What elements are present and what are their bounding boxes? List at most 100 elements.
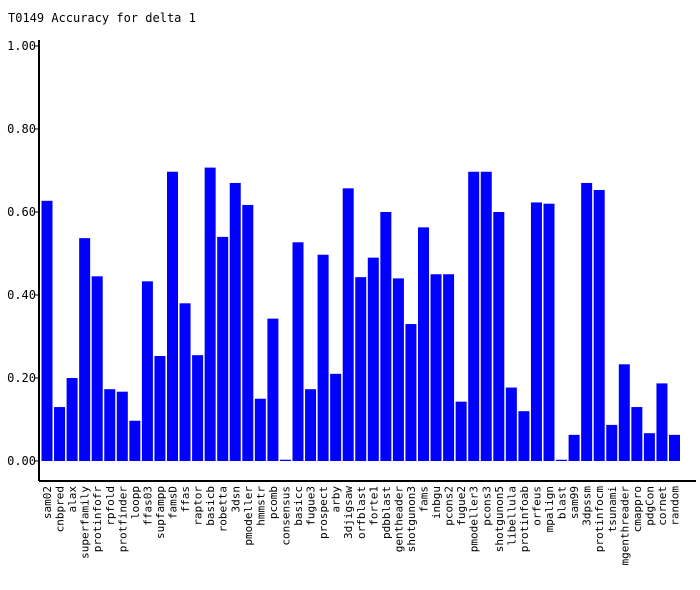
x-tick-label: inbgu xyxy=(430,486,443,519)
x-tick-label: libellula xyxy=(505,486,518,546)
x-tick-label: ffas03 xyxy=(141,486,154,526)
x-tick-label: pcomb xyxy=(267,486,280,519)
x-tick-label: protinfoab xyxy=(518,486,531,552)
bar-rpfold xyxy=(104,389,116,461)
x-axis-labels: sam02 cnbpred alax superfamily protinfofr rpf… xyxy=(41,486,682,566)
x-tick-label: pdgCon xyxy=(643,486,656,526)
x-tick-label: blast xyxy=(556,486,569,519)
x-tick-label: 3djigsaw xyxy=(342,486,355,539)
bar-basicc xyxy=(292,242,304,461)
x-tick-label: protfinder xyxy=(116,486,129,553)
y-tick-label: 0.80 xyxy=(7,122,36,136)
x-tick-label: arby xyxy=(330,486,343,513)
y-tick-label: 0.40 xyxy=(7,288,36,302)
x-tick-label: random xyxy=(669,486,682,526)
bar-arby xyxy=(330,373,342,461)
bar-blast xyxy=(556,459,568,461)
x-tick-label: pcons2 xyxy=(443,486,456,526)
bar-forte1 xyxy=(367,257,379,461)
y-tick-label: 1.00 xyxy=(7,39,36,53)
bar-cnbpred xyxy=(54,407,66,461)
x-tick-label: sam99 xyxy=(568,486,581,519)
x-tick-label: ffas xyxy=(179,486,192,513)
bar-alax xyxy=(66,378,78,461)
x-tick-label: orfblast xyxy=(355,486,368,539)
x-tick-label: forte1 xyxy=(367,486,380,526)
bar-sam99 xyxy=(568,434,580,461)
x-tick-label: cornet xyxy=(656,486,669,526)
bar-shotgunon3 xyxy=(405,324,417,461)
x-tick-label: mpalign xyxy=(543,486,556,532)
y-tick-label: 0.20 xyxy=(7,371,36,385)
x-tick-label: basicc xyxy=(292,486,305,526)
x-tick-label: famsD xyxy=(167,486,180,519)
bar-orfblast xyxy=(355,277,367,461)
bar-3dsn xyxy=(229,182,241,461)
bar-ffas03 xyxy=(141,281,153,461)
bar-mpalign xyxy=(543,203,555,461)
x-tick-label: raptor xyxy=(192,486,205,526)
bar-orfeus xyxy=(530,202,542,461)
bar-hmmstr xyxy=(254,398,266,461)
bar-superfamily xyxy=(79,238,91,461)
x-tick-label: sam02 xyxy=(41,486,54,519)
bar-fugue2 xyxy=(455,401,467,461)
x-tick-label: robetta xyxy=(217,486,230,532)
bar-shotgunon5 xyxy=(493,212,505,461)
bars xyxy=(41,167,680,462)
x-tick-label: 3dsn xyxy=(229,486,242,513)
bar-sam02 xyxy=(41,200,53,462)
x-tick-label: mgenthreader xyxy=(618,486,631,566)
bar-protinfocm xyxy=(593,190,605,461)
x-tick-label: prospect xyxy=(317,486,330,539)
x-tick-label: fams xyxy=(418,486,431,513)
bar-random xyxy=(669,434,680,461)
x-tick-label: orfeus xyxy=(530,486,543,526)
bar-famsD xyxy=(167,171,178,461)
bar-fams xyxy=(418,227,429,461)
bar-pcons3 xyxy=(480,171,492,461)
bar-ffas xyxy=(179,303,191,461)
x-tick-label: shotgunon3 xyxy=(405,486,418,552)
bar-loopp xyxy=(129,420,141,461)
x-tick-label: pdbblast xyxy=(380,486,393,539)
bar-gentheader xyxy=(392,278,404,461)
bar-protinfofr xyxy=(91,276,103,461)
bar-pmodeller3 xyxy=(468,171,480,461)
x-tick-label: pmodeller xyxy=(242,486,255,546)
x-tick-label: shotgunon5 xyxy=(493,486,506,552)
x-tick-label: cnbpred xyxy=(54,486,67,532)
y-tick-label: 0.00 xyxy=(7,454,36,468)
bar-protfinder xyxy=(116,391,128,461)
bar-libellula xyxy=(505,387,517,461)
x-tick-label: cmappro xyxy=(631,486,644,532)
bar-cornet xyxy=(656,383,668,461)
chart-title: T0149 Accuracy for delta 1 xyxy=(8,11,196,25)
bar-robetta xyxy=(217,236,229,461)
bar-pdgCon xyxy=(643,433,655,461)
bar-pmodeller xyxy=(242,204,254,461)
bar-inbgu xyxy=(430,274,442,461)
x-tick-label: basicb xyxy=(204,486,217,526)
x-tick-label: protinfocm xyxy=(593,486,606,553)
x-tick-label: consensus xyxy=(279,486,292,546)
bar-tsunami xyxy=(606,424,618,461)
x-tick-label: superfamily xyxy=(79,486,92,559)
x-tick-label: pcons3 xyxy=(480,486,493,526)
x-tick-label: fugue3 xyxy=(305,486,318,526)
bar-prospect xyxy=(317,254,329,461)
x-tick-label: gentheader xyxy=(392,486,405,553)
bar-cmappro xyxy=(631,407,643,461)
x-tick-label: supfampp xyxy=(154,486,167,539)
x-tick-label: tsunami xyxy=(606,486,619,532)
bar-pcomb xyxy=(267,318,279,461)
x-tick-label: rpfold xyxy=(104,486,117,526)
bar-pcons2 xyxy=(443,274,455,461)
bar-fugue3 xyxy=(305,389,317,461)
x-tick-label: fugue2 xyxy=(455,486,468,526)
x-tick-label: alax xyxy=(66,486,79,513)
x-tick-label: loopp xyxy=(129,486,142,519)
x-tick-label: pmodeller3 xyxy=(468,486,481,552)
bar-consensus xyxy=(279,459,291,461)
